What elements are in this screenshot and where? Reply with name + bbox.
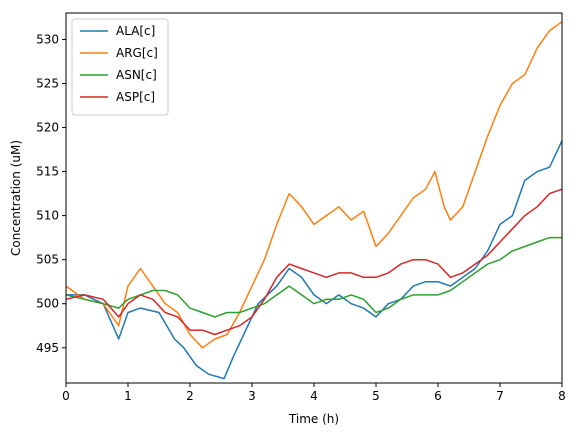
- y-tick-label: 510: [36, 209, 59, 223]
- x-tick-label: 7: [496, 389, 504, 403]
- x-tick-label: 0: [62, 389, 70, 403]
- legend-box: [71, 18, 169, 116]
- y-tick-label: 530: [36, 32, 59, 46]
- y-tick-label: 500: [36, 297, 59, 311]
- x-tick-label: 1: [124, 389, 132, 403]
- y-tick-label: 515: [36, 165, 59, 179]
- y-tick-label: 495: [36, 341, 59, 355]
- series-line-asnc: [65, 236, 562, 318]
- x-axis: 0 1 2 3 4 5 6 7 8: [62, 383, 566, 403]
- x-tick-label: 5: [372, 389, 380, 403]
- series-line-argc: [65, 21, 563, 349]
- x-tick-label: 4: [310, 389, 318, 403]
- legend-label: ALA[c]: [116, 24, 155, 38]
- legend-label: ASP[c]: [116, 90, 155, 104]
- x-tick-label: 6: [434, 389, 442, 403]
- legend-label: ASN[c]: [116, 68, 157, 82]
- y-tick-label: 505: [36, 253, 59, 267]
- x-axis-label: Time (h): [288, 412, 339, 426]
- x-tick-label: 3: [248, 389, 256, 403]
- series-layer: [65, 21, 563, 380]
- y-axis-label: Concentration (uM): [9, 140, 23, 256]
- x-tick-label: 2: [186, 389, 194, 403]
- y-tick-label: 520: [36, 121, 59, 135]
- legend: ALA[c] ARG[c] ASN[c] ASP[c]: [71, 18, 169, 116]
- x-tick-label: 8: [558, 389, 566, 403]
- y-tick-label: 525: [36, 76, 59, 90]
- y-axis: 495 500 505 510 515 520 525 530: [36, 32, 66, 355]
- series-line-aspc: [65, 188, 563, 336]
- legend-label: ARG[c]: [116, 46, 158, 60]
- series-line-alac: [66, 140, 563, 380]
